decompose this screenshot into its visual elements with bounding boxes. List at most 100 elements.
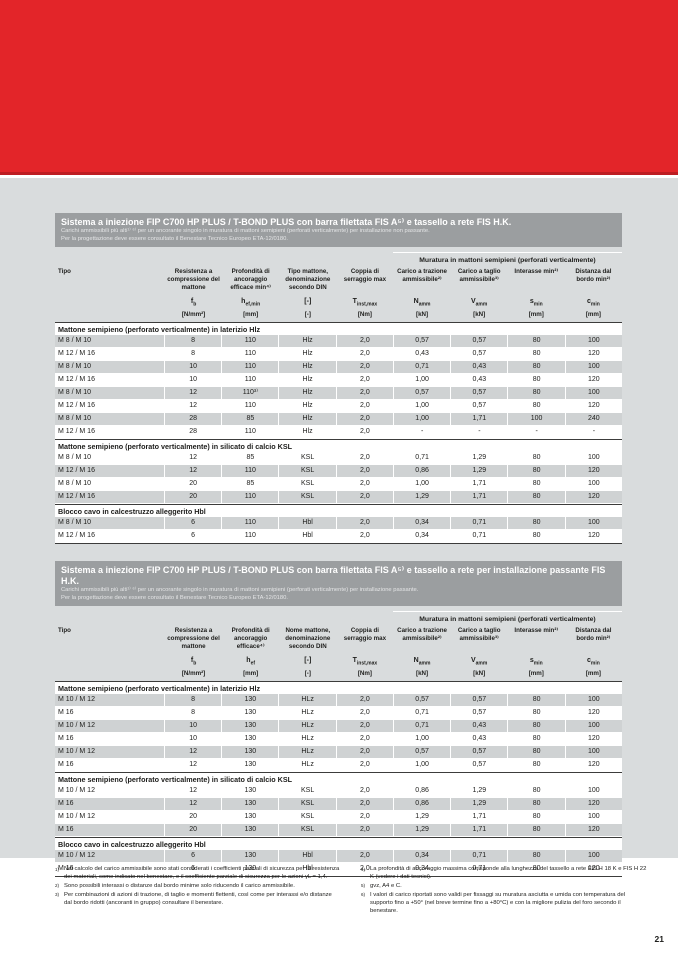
table-cell: 2,0	[337, 426, 394, 439]
table-cell: 100	[588, 813, 600, 821]
footnotes: 1) Nel calcolo del carico ammissibile son…	[55, 866, 647, 916]
column-header-label: Coppia di serraggio max	[343, 627, 387, 643]
table-cell: 10	[164, 720, 223, 733]
section-header: Mattone semipieno (perforato verticalmen…	[55, 439, 622, 453]
table-cell: 120	[565, 465, 622, 478]
table-cell: 0,57	[393, 746, 452, 759]
table-cell: 110	[222, 530, 280, 543]
table-cell: 1,71	[451, 491, 509, 504]
column-unit-row: [N/mm²] [mm] [-] [Nm] [kN] [kN] [mm] [mm]	[55, 309, 622, 322]
table-cell: 1,29	[394, 811, 452, 824]
table-cell: 80	[508, 374, 566, 387]
table-cell: 130	[222, 720, 280, 733]
table-cell: 0,86	[394, 785, 452, 798]
table-cell: 12	[165, 759, 223, 772]
table-cell: 120	[588, 735, 600, 743]
table-cell: 0,57	[451, 707, 509, 720]
column-header-unit: [mm]	[528, 670, 544, 678]
table-cell: 100	[588, 787, 600, 795]
table-cell: 120	[565, 824, 622, 837]
column-header-label: Carico a taglio ammissibile³⁾	[457, 627, 501, 643]
footnote: 1) Nel calcolo del carico ammissibile son…	[55, 866, 341, 882]
column-header-symbol: Vamm	[470, 298, 488, 308]
table-cell: M 12 / M 16	[55, 491, 165, 504]
footnote: 3) Per combinazioni di azioni di trazione…	[55, 892, 341, 908]
table-cell: Hlz	[279, 400, 337, 413]
column-header-label: Nome mattone, denominazione secondo DIN	[285, 627, 331, 650]
table-cell: M 16	[55, 759, 165, 772]
column-header-unit: [kN]	[473, 670, 486, 678]
section-header: Blocco cavo in calcestruzzo alleggerito …	[55, 837, 622, 851]
table-cell: 80	[508, 720, 566, 733]
table-cell: M 10 / M 12	[55, 694, 165, 707]
table-cell: 130	[222, 733, 280, 746]
table-cell: M 8 / M 10	[55, 452, 165, 465]
column-header-symbol: Tinst,max	[352, 657, 378, 667]
table-row: M 8 / M 10 12 110³⁾ Hlz 2,0 0,57 0,57 80 100	[55, 387, 622, 401]
table-cell: M 16	[55, 733, 165, 746]
table-cell: M 16	[55, 863, 165, 876]
table-cell: 80	[508, 400, 566, 413]
table-row: M 10 / M 12 8 130 HLz 2,0 0,57 0,57 80 100	[55, 694, 622, 708]
table-cell: Hlz	[279, 361, 337, 374]
footnotes-left-column: 1) Nel calcolo del carico ammissibile son…	[55, 866, 341, 916]
table-row: M 12 / M 16 12 110 Hlz 2,0 1,00 0,57 80 120	[55, 400, 622, 414]
column-unit-row: [N/mm²] [mm] [-] [Nm] [kN] [kN] [mm] [mm]	[55, 668, 622, 681]
table-cell: 120	[565, 491, 622, 504]
table-cell: 1,29	[393, 824, 452, 837]
table-cell: 120	[565, 798, 622, 811]
table-cell: 80	[508, 452, 566, 465]
column-header-label: Tipo	[58, 627, 71, 635]
table-row: M 12 / M 16 12 110 KSL 2,0 0,86 1,29 80 120	[55, 465, 622, 479]
section-header: Mattone semipieno (perforato verticalmen…	[55, 772, 622, 786]
table-cell: 2,0	[337, 530, 394, 543]
table-cell: 28	[165, 426, 223, 439]
column-header-symbol: fb	[190, 298, 197, 308]
table-cell: 12	[164, 465, 223, 478]
table-cell: 0,43	[451, 720, 509, 733]
table-cell: HLz	[279, 720, 337, 733]
table-cell: 80	[508, 798, 566, 811]
table-grid: Tipo Resistenza a compressione del matton…	[55, 627, 622, 878]
table-cell: 2,0	[336, 798, 394, 811]
table-cell: M 12 / M 16	[55, 426, 165, 439]
table-cell: 1,29	[451, 452, 509, 465]
table-cell: M 10 / M 12	[55, 785, 165, 798]
table-cell: 110	[222, 465, 280, 478]
table-cell: 80	[508, 517, 566, 530]
column-header-label: Profondità di ancoraggio efficace min⁴⁾	[230, 268, 271, 291]
column-header-symbol: smin	[529, 298, 543, 308]
table-cell: 100	[565, 720, 622, 733]
column-header-label: Carico a taglio ammissibile³⁾	[457, 268, 501, 283]
column-header-symbol: Vamm	[470, 657, 488, 667]
column-header-symbol: hef	[246, 657, 256, 667]
column-header-symbol: cmin	[587, 298, 600, 308]
table-cell: 130	[222, 707, 280, 720]
footnote: 2) Sono possibili interassi o distanze da…	[55, 883, 341, 891]
table-cell: M 10 / M 12	[55, 746, 165, 759]
table-cell: 100	[565, 335, 622, 348]
table-cell: 1,00	[394, 478, 452, 491]
table-row: M 12 / M 16 10 110 Hlz 2,0 1,00 0,43 80 120	[55, 374, 622, 388]
section-header: Mattone semipieno (perforato verticalmen…	[55, 322, 622, 336]
table-cell: 80	[508, 361, 566, 374]
table-cell: 80	[508, 785, 566, 798]
table-cell: 2,0	[336, 850, 394, 863]
column-symbol-row: fb hef [-] Tinst,max Namm Vamm smin cmin	[55, 654, 622, 668]
table-cell: 80	[508, 733, 566, 746]
table-row: M 12 / M 16 6 110 Hbl 2,0 0,34 0,71 80 120	[55, 530, 622, 544]
column-header-label: Tipo	[58, 268, 71, 276]
column-header-label: Resistenza a compressione del mattone	[167, 268, 220, 291]
span-header-spacer	[55, 252, 393, 265]
footnote-text: gvz, A4 e C.	[370, 882, 402, 889]
table-cell: 110	[222, 374, 280, 387]
table-cell: 2,0	[336, 361, 394, 374]
table-cell: 0,71	[451, 863, 509, 876]
table-cell: Hbl	[279, 517, 337, 530]
table-cell: 0,43	[451, 374, 509, 387]
table-cell: 2,0	[337, 452, 394, 465]
table-cell: 120	[588, 532, 600, 540]
table-cell: M 8 / M 10	[55, 335, 165, 348]
table-cell: M 8 / M 10	[55, 387, 165, 400]
table-cell: M 8 / M 10	[55, 413, 165, 426]
